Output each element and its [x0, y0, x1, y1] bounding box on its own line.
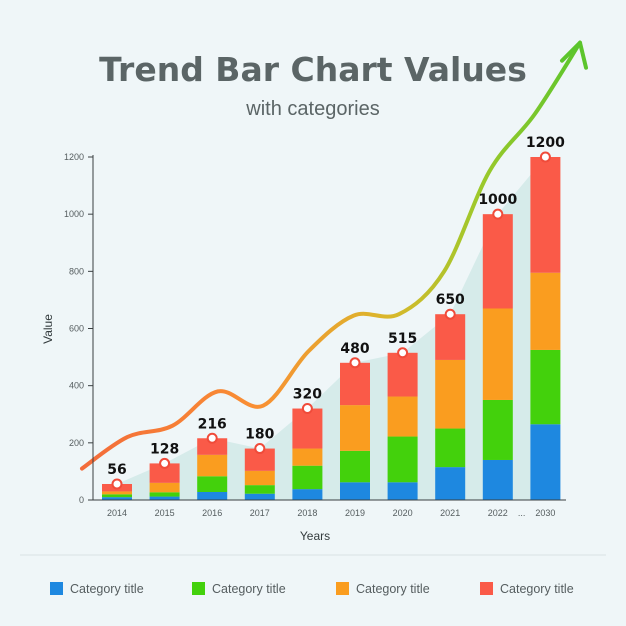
legend-item: Category title: [480, 582, 574, 596]
bar-segment: [482, 214, 513, 309]
legend-label: Category title: [356, 582, 430, 596]
total-marker: [111, 478, 123, 490]
bar-segment: [387, 396, 418, 437]
bar-segment: [482, 399, 513, 460]
bar-segment: [102, 491, 132, 495]
x-tick-label: 2030: [535, 508, 555, 518]
x-tick-label: 2020: [393, 508, 413, 518]
bar-segment: [149, 482, 180, 493]
bar-segment: [530, 272, 561, 350]
total-marker: [539, 151, 551, 163]
data-label: 1000: [478, 192, 517, 208]
y-tick-label: 200: [69, 438, 84, 448]
y-tick-label: 0: [79, 495, 84, 505]
data-label: 128: [150, 441, 179, 457]
bar-segment: [340, 405, 370, 451]
bar-segment: [435, 359, 466, 429]
y-tick-label: 800: [69, 266, 84, 276]
data-label: 480: [340, 341, 369, 357]
bar-segment: [149, 492, 180, 497]
bar-segment: [482, 308, 513, 400]
bar-segment: [244, 448, 275, 471]
total-marker: [159, 457, 171, 469]
legend-label: Category title: [70, 582, 144, 596]
legend-label: Category title: [500, 582, 574, 596]
x-tick-label: 2016: [202, 508, 222, 518]
x-tick-label: 2015: [155, 508, 175, 518]
y-tick-label: 400: [69, 381, 84, 391]
x-axis-break: ...: [518, 508, 526, 518]
bar-segment: [530, 157, 561, 273]
bar-segment: [387, 352, 418, 397]
bar-segment: [435, 467, 466, 500]
legend-item: Category title: [192, 582, 286, 596]
bar-segment: [435, 314, 466, 360]
x-tick-label: 2022: [488, 508, 508, 518]
bar-segment: [340, 450, 370, 483]
bar-segment: [197, 438, 228, 455]
legend-swatch: [192, 582, 205, 595]
data-label: 650: [436, 292, 465, 308]
bar-segment: [292, 465, 323, 490]
bar-segment: [197, 491, 228, 500]
legend-swatch: [50, 582, 63, 595]
bar-segment: [530, 424, 561, 500]
bar-segment: [292, 489, 323, 500]
bar-segment: [102, 497, 132, 500]
bar-segment: [102, 494, 132, 498]
total-marker: [444, 308, 456, 320]
chart-subtitle: with categories: [245, 98, 379, 120]
legend-label: Category title: [212, 582, 286, 596]
total-marker: [301, 403, 313, 415]
y-tick-label: 1200: [64, 152, 84, 162]
bar-segment: [244, 470, 275, 486]
data-label: 320: [293, 387, 322, 403]
total-marker: [254, 443, 266, 455]
data-label: 515: [388, 331, 417, 347]
total-marker: [206, 432, 218, 444]
x-tick-label: 2018: [297, 508, 317, 518]
chart-title: Trend Bar Chart Values: [99, 50, 527, 89]
x-tick-label: 2014: [107, 508, 127, 518]
bar-segment: [244, 485, 275, 494]
bar-segment: [292, 448, 323, 466]
bar-segment: [530, 349, 561, 425]
bar-segment: [149, 463, 180, 483]
total-marker: [349, 357, 361, 369]
data-label: 180: [245, 427, 274, 443]
bar-segment: [292, 408, 323, 449]
bar-segment: [340, 482, 370, 500]
data-label: 1200: [526, 135, 565, 151]
total-marker: [492, 208, 504, 220]
bar-segment: [435, 428, 466, 468]
total-marker: [397, 347, 409, 359]
bar-segment: [387, 482, 418, 500]
bar-segment: [387, 436, 418, 483]
bar-segment: [197, 476, 228, 492]
data-label: 216: [198, 416, 227, 432]
legend-item: Category title: [50, 582, 144, 596]
x-axis-title: Years: [300, 529, 330, 543]
bar-segment: [149, 496, 180, 500]
legend-item: Category title: [336, 582, 430, 596]
data-label: 56: [107, 462, 126, 478]
bar-segment: [482, 459, 513, 500]
trend-line: [80, 40, 582, 471]
bar-segment: [244, 493, 275, 500]
trend-arrow-head: [560, 40, 588, 70]
x-tick-label: 2017: [250, 508, 270, 518]
x-tick-label: 2019: [345, 508, 365, 518]
y-tick-label: 1000: [64, 209, 84, 219]
y-tick-label: 600: [69, 324, 84, 334]
bar-segment: [197, 454, 228, 477]
bar-segment: [340, 362, 370, 406]
legend-swatch: [336, 582, 349, 595]
x-tick-label: 2021: [440, 508, 460, 518]
legend: Category title Category title Category tit…: [50, 582, 574, 596]
legend-swatch: [480, 582, 493, 595]
y-axis-title: Value: [41, 314, 55, 344]
